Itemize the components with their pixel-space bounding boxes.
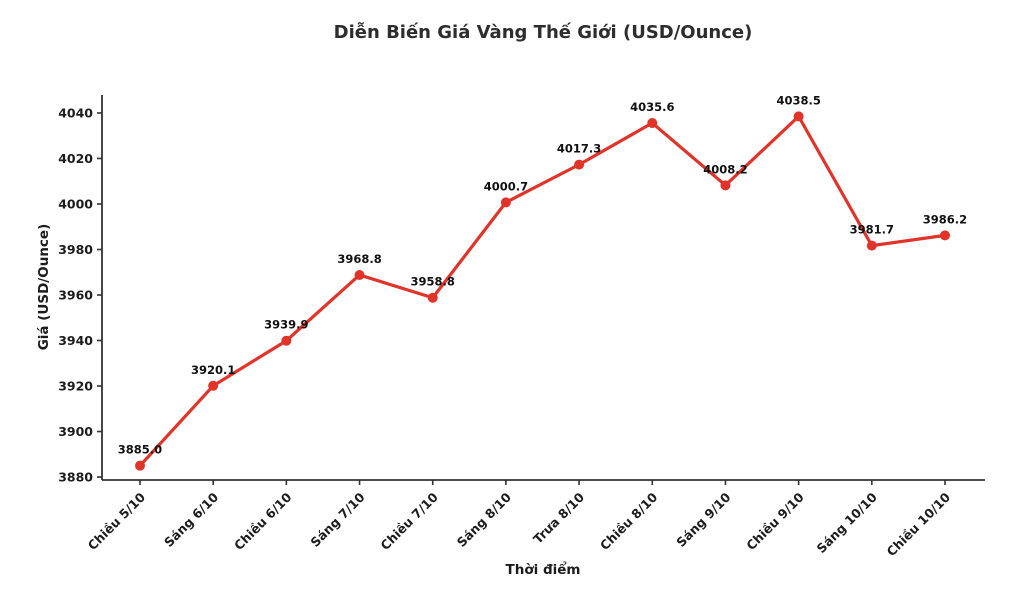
data-point xyxy=(574,159,585,170)
y-tick-label: 3920 xyxy=(58,379,93,394)
y-tick-label: 4020 xyxy=(58,151,93,166)
x-tick-label: Sáng 7/10 xyxy=(307,489,368,550)
y-tick-label: 3960 xyxy=(58,288,93,303)
price-line xyxy=(138,114,947,468)
data-point-label: 3958.8 xyxy=(411,275,455,289)
data-point-label: 3986.2 xyxy=(923,212,967,226)
x-tick-label: Chiều 5/10 xyxy=(85,489,149,553)
data-point xyxy=(354,269,365,280)
data-point xyxy=(647,117,658,128)
y-tick-label: 4040 xyxy=(58,105,93,120)
data-point xyxy=(208,380,219,391)
x-tick-label: Chiều 9/10 xyxy=(743,489,807,553)
data-point xyxy=(866,240,877,251)
data-point-label: 3920.1 xyxy=(191,363,235,377)
data-point xyxy=(281,335,292,346)
data-point xyxy=(793,111,804,122)
y-tick-label: 3880 xyxy=(58,470,93,485)
y-tick-label: 3940 xyxy=(58,333,93,348)
data-point xyxy=(940,230,950,241)
y-tick-label: 3980 xyxy=(58,242,93,257)
data-point-label: 3981.7 xyxy=(850,223,894,237)
x-tick-label: Sáng 9/10 xyxy=(673,489,734,550)
y-tick-label: 3900 xyxy=(58,424,93,439)
chart-title: Diễn Biến Giá Vàng Thế Giới (USD/Ounce) xyxy=(333,22,753,43)
data-point xyxy=(500,197,511,208)
data-point-label: 4035.6 xyxy=(630,100,674,114)
x-tick-label: Trưa 8/10 xyxy=(530,489,587,546)
x-tick-label: Chiều 8/10 xyxy=(597,489,661,553)
data-point-label: 4038.5 xyxy=(776,93,820,107)
x-tick-label: Chiều 10/10 xyxy=(884,489,954,559)
x-tick-label: Chiều 6/10 xyxy=(231,489,295,553)
y-tick-label: 4000 xyxy=(58,196,93,211)
data-point-label: 3885.0 xyxy=(118,443,162,457)
x-tick-label: Sáng 8/10 xyxy=(454,489,515,550)
data-point-label: 4000.7 xyxy=(484,179,528,193)
x-tick-label: Sáng 6/10 xyxy=(161,489,222,550)
data-point-label: 3968.8 xyxy=(337,252,381,266)
x-tick-label: Sáng 10/10 xyxy=(813,489,880,556)
data-point-label: 4008.2 xyxy=(703,162,747,176)
data-point xyxy=(427,292,438,303)
data-point-label: 3939.9 xyxy=(264,318,308,332)
y-axis-label: Giá (USD/Ounce) xyxy=(36,223,52,351)
x-axis-label: Thời điểm xyxy=(505,562,581,578)
data-point-label: 4017.3 xyxy=(557,142,601,156)
x-tick-label: Chiều 7/10 xyxy=(377,489,441,553)
data-point xyxy=(720,180,731,191)
data-point xyxy=(135,460,145,471)
